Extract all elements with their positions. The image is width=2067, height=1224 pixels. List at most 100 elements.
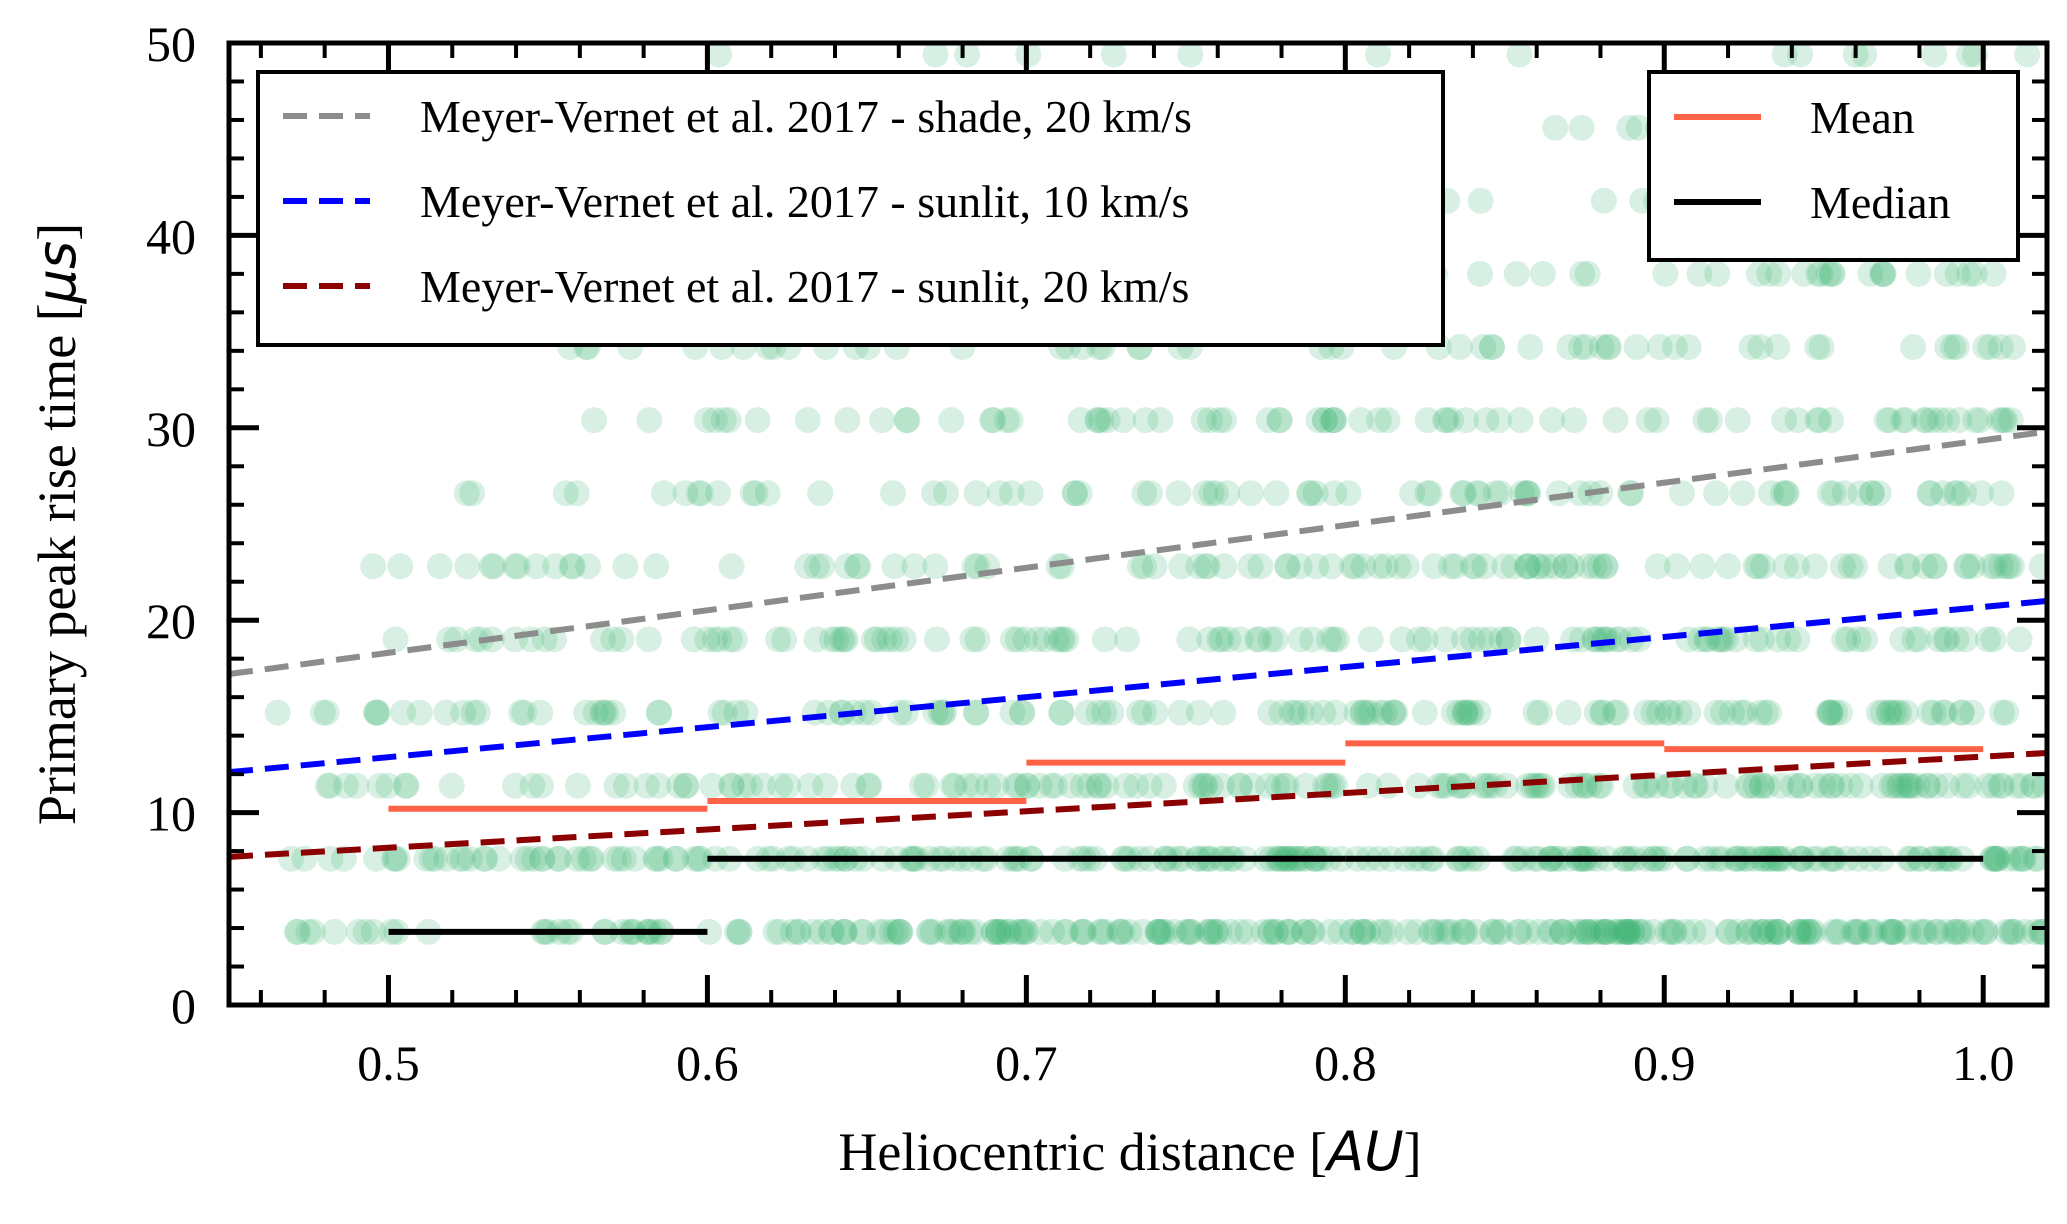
scatter-point	[917, 918, 943, 945]
scatter-point	[1592, 553, 1619, 580]
scatter-point	[1202, 480, 1229, 507]
legend-entry: Meyer-Vernet et al. 2017 - shade, 20 km/…	[420, 91, 1192, 142]
scatter-point	[511, 699, 538, 726]
scatter-point	[478, 553, 505, 580]
scatter-point	[1299, 918, 1326, 945]
scatter-point	[705, 480, 732, 507]
scatter-point	[1340, 918, 1367, 945]
scatter-point	[818, 626, 845, 653]
scatter-point	[1820, 480, 1847, 507]
scatter-point	[1106, 918, 1133, 945]
scatter-point	[610, 845, 637, 872]
scatter-point	[1038, 772, 1065, 799]
scatter-point	[2009, 845, 2036, 872]
scatter-point	[964, 626, 991, 653]
scatter-point	[1934, 407, 1961, 434]
scatter-point	[1515, 553, 1542, 580]
scatter-point	[1009, 699, 1036, 726]
y-tick-label: 30	[146, 401, 196, 457]
scatter-point	[1141, 553, 1168, 580]
scatter-point	[309, 699, 336, 726]
scatter-point	[685, 480, 712, 507]
scatter-point	[831, 918, 858, 945]
scatter-point	[1906, 918, 1933, 945]
scatter-point	[1944, 480, 1971, 507]
scatter-point	[1244, 626, 1270, 653]
scatter-point	[1816, 480, 1843, 507]
scatter-point	[1807, 260, 1834, 287]
scatter-point	[711, 699, 738, 726]
scatter-point	[1085, 699, 1112, 726]
scatter-point	[1126, 699, 1153, 726]
scatter-point	[1954, 553, 1981, 580]
scatter-point	[1380, 699, 1407, 726]
scatter-point	[633, 772, 660, 799]
scatter-point	[1043, 626, 1070, 653]
scatter-point	[1917, 480, 1943, 507]
scatter-point	[1847, 772, 1874, 799]
scatter-point	[1432, 626, 1459, 653]
scatter-point	[1458, 699, 1485, 726]
scatter-point	[1567, 480, 1594, 507]
y-tick-label: 20	[146, 593, 196, 649]
scatter-point	[706, 626, 733, 653]
scatter-point	[1790, 918, 1817, 945]
scatter-point	[909, 772, 935, 799]
scatter-point	[1048, 626, 1075, 653]
scatter-point	[1234, 918, 1261, 945]
scatter-point	[1341, 553, 1368, 580]
scatter-point	[856, 772, 883, 799]
scatter-point	[1574, 553, 1601, 580]
scatter-point	[1861, 918, 1888, 945]
scatter-point	[687, 480, 714, 507]
scatter-point	[1405, 626, 1432, 653]
scatter-point	[1548, 918, 1575, 945]
scatter-point	[1459, 626, 1486, 653]
scatter-point	[1372, 553, 1399, 580]
scatter-point	[1625, 918, 1652, 945]
scatter-point	[1270, 772, 1297, 799]
scatter-point	[1098, 699, 1125, 726]
scatter-point	[1486, 407, 1513, 434]
scatter-point	[1614, 918, 1641, 945]
scatter-point	[680, 626, 707, 653]
scatter-point	[1299, 626, 1326, 653]
scatter-point	[1851, 43, 1878, 68]
scatter-point	[1880, 918, 1907, 945]
scatter-point	[2028, 918, 2047, 945]
plot-frame	[226, 40, 2050, 1008]
scatter-point	[1983, 845, 2010, 872]
scatter-point	[1575, 918, 1602, 945]
scatter-point	[1112, 772, 1139, 799]
scatter-point	[1568, 334, 1594, 360]
scatter-point	[954, 772, 981, 799]
scatter-point	[1996, 553, 2022, 580]
scatter-point	[687, 845, 714, 872]
scatter-point	[1704, 260, 1731, 287]
scatter-point	[1298, 918, 1325, 945]
scatter-point	[582, 699, 609, 726]
scatter-point	[673, 772, 700, 799]
scatter-point	[542, 553, 569, 580]
scatter-point	[1581, 553, 1608, 580]
scatter-point	[1467, 187, 1494, 214]
scatter-point	[1086, 772, 1113, 799]
scatter-point	[1764, 334, 1791, 360]
model-line-2	[229, 749, 2047, 860]
scatter-point	[1416, 480, 1443, 507]
scatter-point	[785, 918, 812, 945]
scatter-point	[855, 772, 882, 799]
scatter-point	[1927, 407, 1953, 434]
scatter-point	[1978, 553, 2005, 580]
scatter-point	[998, 480, 1025, 507]
scatter-point	[2021, 918, 2047, 945]
scatter-point	[750, 772, 777, 799]
scatter-point	[646, 699, 673, 726]
scatter-point	[1818, 260, 1845, 287]
scatter-point	[1137, 480, 1163, 507]
scatter-point	[1527, 772, 1554, 799]
scatter-point	[742, 480, 769, 507]
scatter-point	[832, 918, 858, 945]
scatter-point	[1533, 553, 1560, 580]
scatter-point	[1275, 918, 1302, 945]
